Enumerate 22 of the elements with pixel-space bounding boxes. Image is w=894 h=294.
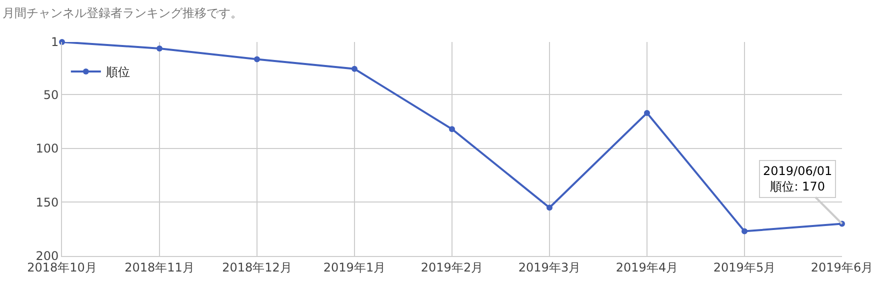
x-tick-label: 2019年2月 (420, 260, 484, 274)
x-tick-label: 2019年6月 (810, 260, 874, 274)
point (254, 56, 260, 62)
point (742, 228, 748, 234)
chart-title: 月間チャンネル登録者ランキング推移です。 (2, 6, 243, 20)
point (546, 204, 552, 211)
point (352, 66, 358, 72)
x-tick-label: 2019年4月 (616, 260, 678, 274)
point (644, 110, 650, 116)
y-tick-label: 50 (43, 88, 59, 102)
y-tick-label: 100 (36, 142, 59, 156)
x-tick-label: 2019年1月 (323, 260, 386, 274)
y-tick-label: 1 (50, 35, 59, 50)
annotation: 2019/06/01 順位: 170 (763, 164, 832, 194)
point (156, 45, 162, 52)
x-tick-label: 2019年5月 (713, 260, 776, 274)
x-tick-label: 2018年12月 (222, 260, 292, 274)
x-tick-label: 2018年11月 (124, 260, 194, 274)
legend-label: 順位 (106, 65, 130, 80)
point (449, 126, 455, 132)
y-tick-label: 150 (36, 195, 59, 210)
x-tick-label: 2019年3月 (518, 260, 581, 274)
